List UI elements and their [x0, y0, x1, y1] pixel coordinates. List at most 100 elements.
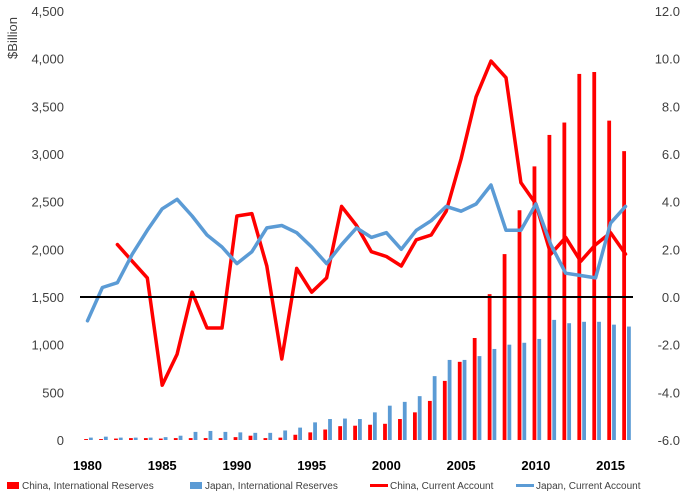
japan-reserves-bar	[522, 342, 527, 440]
x-tick-label: 1980	[73, 458, 102, 473]
left-tick-label: 3,500	[31, 99, 64, 114]
japan-reserves-bar	[148, 437, 153, 440]
japan-reserves-bar	[253, 432, 258, 440]
japan-reserves-bar	[612, 324, 616, 440]
right-tick-label: 2.0	[662, 242, 680, 257]
japan-reserves-bar	[208, 430, 213, 440]
japan-reserves-bar	[447, 359, 452, 440]
china-reserves-bar	[218, 438, 223, 440]
japan-reserves-bar	[133, 437, 138, 440]
china-reserves-bar	[233, 437, 238, 440]
japan-reserves-bar	[223, 431, 228, 440]
japan-reserves-bar	[328, 419, 332, 440]
x-tick-label: 2010	[521, 458, 550, 473]
left-tick-label: 500	[42, 385, 64, 400]
legend-label: Japan, International Reserves	[205, 481, 338, 492]
japan-reserves-bar	[462, 359, 467, 440]
china-reserves-bar	[412, 412, 417, 440]
lines	[85, 59, 628, 387]
left-tick-label: 1,000	[31, 338, 64, 353]
china-reserves-bar	[188, 438, 193, 440]
japan-reserves-bar	[417, 396, 422, 440]
legend-label: Japan, Current Account	[536, 481, 641, 492]
right-axis-ticks: -6.0 -4.0 -2.0 0.0 2.0 4.0 6.0 8.0 10.0 12.0	[655, 4, 680, 448]
left-tick-label: 2,500	[31, 195, 64, 210]
x-tick-label: 2015	[596, 458, 625, 473]
china-reserves-bar	[517, 210, 522, 440]
x-tick-label: 2000	[372, 458, 401, 473]
left-axis-ticks: 0 500 1,000 1,500 2,000 2,500 3,000 3,500 4,000 4…	[31, 4, 64, 448]
china-reserves-bar	[293, 434, 298, 440]
left-tick-label: 4,000	[31, 52, 64, 67]
left-tick-label: 3,000	[31, 147, 64, 162]
china-reserves-bar	[248, 435, 253, 440]
japan-reserves-bar	[313, 422, 317, 440]
legend-label: China, International Reserves	[22, 481, 154, 492]
legend: China, International Reserves Japan, Inte…	[7, 481, 641, 492]
legend-label: China, Current Account	[390, 481, 494, 492]
china-reserves-bar	[338, 426, 343, 440]
right-tick-label: 4.0	[662, 195, 680, 210]
china-reserves-bar	[502, 254, 507, 440]
japan-reserves-bar	[492, 348, 497, 440]
japan-reserves-bar	[567, 323, 572, 440]
x-tick-label: 2005	[447, 458, 476, 473]
china-reserves-bar	[532, 166, 537, 441]
japan-reserves-bar	[597, 321, 601, 440]
china-reserves-bar	[278, 437, 283, 440]
japan-reserves-bar	[238, 432, 243, 440]
legend-swatch	[7, 482, 19, 489]
right-tick-label: 12.0	[655, 4, 680, 19]
china-reserves-bar	[472, 337, 477, 440]
left-tick-label: 4,500	[31, 4, 64, 19]
right-tick-label: -6.0	[658, 433, 680, 448]
japan-reserves-bar	[343, 418, 347, 440]
x-tick-label: 1985	[148, 458, 177, 473]
right-tick-label: 6.0	[662, 147, 680, 162]
china-reserves-bar	[607, 120, 612, 440]
japan-reserves-bar	[118, 437, 123, 440]
china-reserves-bar	[383, 423, 387, 440]
japan-reserves-bar	[193, 431, 198, 440]
japan-reserves-bar	[582, 321, 586, 440]
japan-reserves-bar	[178, 435, 183, 440]
china-reserves-bar	[427, 400, 432, 440]
japan-reserves-bar	[298, 427, 303, 440]
china-reserves-bar	[173, 438, 178, 440]
china-reserves-bar	[398, 419, 402, 440]
japan-reserves-bar	[268, 432, 273, 440]
china-reserves-bar	[203, 438, 208, 440]
china-reserves-bar	[129, 438, 133, 440]
china-reserves-bar	[562, 122, 567, 440]
china-reserves-bar	[114, 438, 118, 440]
china-reserves-bar	[143, 438, 148, 440]
right-tick-label: 10.0	[655, 52, 680, 67]
china-reserves-bar	[442, 380, 447, 440]
japan-reserves-bar	[372, 412, 377, 440]
y-axis-label: $Billion	[5, 17, 20, 59]
japan-reserves-bar	[358, 419, 362, 440]
china-reserves-bar	[323, 429, 328, 440]
japan-reserves-bar	[387, 405, 392, 440]
china-reserves-bar	[84, 439, 88, 440]
china-reserves-bar	[487, 294, 492, 440]
japan-reserves-bar	[537, 338, 542, 440]
japan-current-account-line	[85, 183, 628, 323]
japan-reserves-bar	[432, 376, 437, 440]
china-reserves-bar	[592, 72, 597, 440]
japan-reserves-bar	[402, 401, 407, 440]
left-tick-label: 2,000	[31, 242, 64, 257]
right-tick-label: 8.0	[662, 99, 680, 114]
x-axis-ticks: 1980 1985 1990 1995 2000 2005 2010 2015	[73, 458, 625, 473]
japan-reserves-bar	[103, 436, 108, 440]
japan-reserves-bar	[507, 344, 512, 440]
china-reserves-bar	[263, 438, 268, 440]
x-tick-label: 1995	[297, 458, 326, 473]
china-reserves-bar	[622, 151, 627, 440]
japan-reserves-bar	[627, 326, 631, 440]
right-tick-label: -2.0	[658, 338, 680, 353]
china-reserves-bar	[353, 425, 357, 440]
china-reserves-bar	[158, 438, 163, 440]
legend-swatch	[190, 482, 202, 489]
